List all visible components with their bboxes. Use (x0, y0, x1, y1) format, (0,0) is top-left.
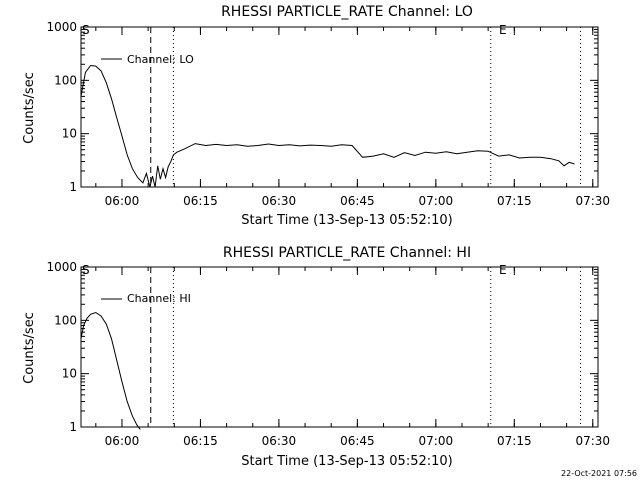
end-marker-label: E (499, 23, 507, 37)
x-axis-label: Start Time (13-Sep-13 05:52:10) (241, 213, 452, 228)
legend-label: Channel: HI (127, 292, 191, 305)
x-tick-label: 06:30 (262, 194, 297, 208)
x-axis-label: Start Time (13-Sep-13 05:52:10) (241, 454, 452, 469)
y-tick-label: 10 (62, 127, 77, 141)
x-tick-label: 06:45 (340, 434, 375, 448)
y-tick-label: 10 (62, 367, 77, 381)
y-tick-label: 1000 (46, 260, 77, 274)
y-tick-label: 1000 (46, 20, 77, 34)
x-tick-label: 07:30 (575, 434, 610, 448)
y-axis-label: Counts/sec (22, 72, 37, 144)
y-tick-label: 100 (54, 313, 77, 327)
series-line (80, 311, 141, 430)
plot-frame (80, 266, 599, 428)
x-tick-label: 06:45 (340, 194, 375, 208)
chart-title: RHESSI PARTICLE_RATE Channel: LO (221, 4, 473, 20)
x-tick-label: 06:00 (105, 434, 140, 448)
start-marker-label: S (82, 23, 90, 37)
x-tick-label: 06:15 (183, 194, 218, 208)
y-tick-label: 1 (69, 180, 77, 194)
x-tick-label: 06:30 (262, 434, 297, 448)
x-tick-label: 07:15 (497, 434, 532, 448)
start-marker-label: S (82, 263, 90, 277)
chart-panel-hi: RHESSI PARTICLE_RATE Channel: HI Start T… (22, 245, 610, 469)
series-line (80, 64, 575, 188)
x-tick-label: 07:30 (575, 194, 610, 208)
x-tick-label: 07:00 (419, 434, 454, 448)
y-tick-label: 1 (69, 420, 77, 434)
y-tick-label: 100 (54, 73, 77, 87)
x-tick-label: 07:15 (497, 194, 532, 208)
chart-title: RHESSI PARTICLE_RATE Channel: HI (223, 245, 471, 261)
timestamp-label: 22-Oct-2021 07:56 (561, 469, 637, 478)
x-tick-label: 06:00 (105, 194, 140, 208)
x-tick-label: 06:15 (183, 434, 218, 448)
legend-label: Channel: LO (127, 53, 194, 66)
plot-frame (80, 26, 599, 188)
y-axis-label: Counts/sec (22, 312, 37, 384)
x-tick-label: 07:00 (419, 194, 454, 208)
end-marker-label: E (499, 263, 507, 277)
chart-panel-lo: RHESSI PARTICLE_RATE Channel: LO Start T… (22, 4, 610, 228)
